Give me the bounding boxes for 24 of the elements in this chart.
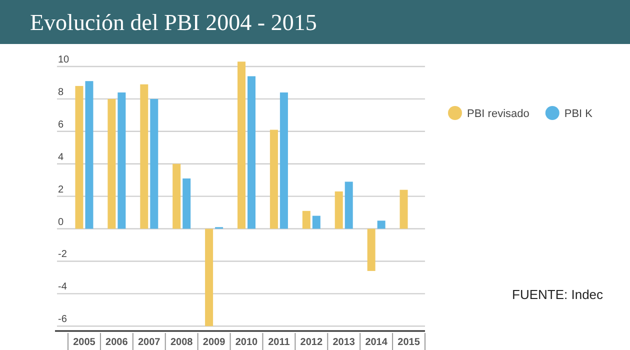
y-tick-label: -6 [58,314,68,326]
x-tick-label: 2008 [170,337,194,348]
x-tick-label: 2015 [398,337,420,348]
y-tick-label: 4 [58,152,64,163]
y-tick-label: 2 [58,184,64,196]
source-note: FUENTE: Indec [512,287,604,302]
x-tick-label: 2007 [138,337,161,348]
chart-title: Evolución del PBI 2004 - 2015 [30,10,317,35]
y-tick-label: 0 [58,216,64,228]
x-tick-label: 2005 [73,337,96,348]
y-tick-label: 10 [58,54,70,66]
legend-label: PBI K [564,108,594,120]
y-tick-label: -4 [58,282,68,293]
y-tick-label: 8 [58,86,64,98]
x-tick-label: 2012 [300,337,323,348]
x-tick-label: 2013 [332,337,356,348]
x-tick-label: 2006 [106,337,128,348]
x-tick-label: 2009 [202,337,226,348]
legend-label: PBI revisado [467,108,530,120]
x-tick-label: 2014 [365,337,388,348]
x-tick-label: 2011 [268,337,290,348]
y-tick-label: 6 [58,119,64,130]
y-tick-label: -2 [58,249,68,260]
x-tick-label: 2010 [235,337,258,348]
